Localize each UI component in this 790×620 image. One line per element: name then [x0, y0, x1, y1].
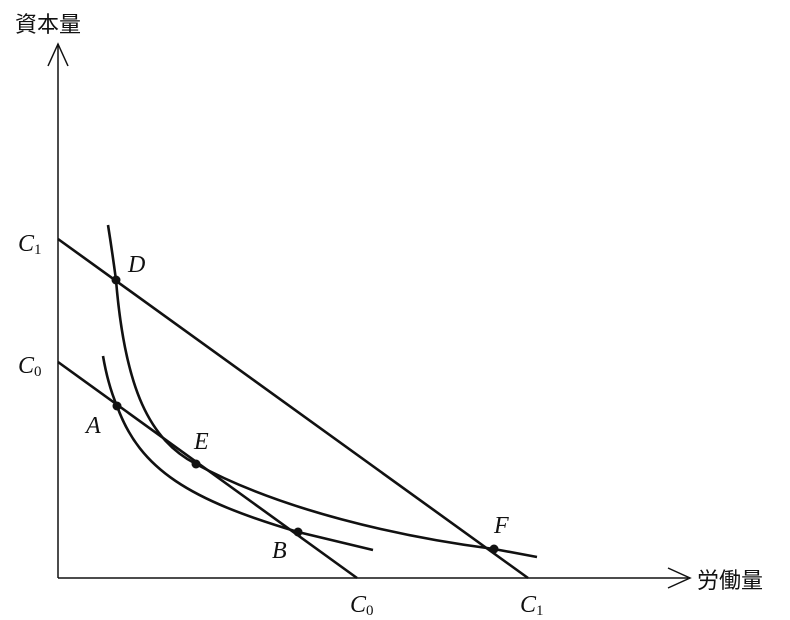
- y-arrow: [47, 42, 69, 67]
- point-f: [489, 544, 499, 554]
- cost-label: C0: [18, 353, 42, 380]
- point-e: [191, 459, 201, 469]
- point-label: E: [193, 429, 209, 455]
- cost-label: C1: [18, 231, 42, 258]
- cost-subscript: 1: [34, 242, 42, 258]
- y-axis-label: 資本量: [15, 13, 81, 38]
- cost-subscript: 1: [536, 603, 544, 619]
- cost-letter: C: [350, 592, 367, 618]
- cost-subscript: 0: [34, 364, 42, 380]
- x-axis-label: 労働量: [697, 569, 763, 594]
- isoquant-lower: [101, 355, 374, 552]
- point-a: [112, 401, 122, 411]
- point-label: A: [84, 413, 101, 439]
- point-label: F: [493, 513, 509, 539]
- point-d: [111, 275, 121, 285]
- cost-label: C1: [520, 592, 544, 619]
- cost-letter: C: [18, 231, 35, 257]
- isoquant-upper: [106, 224, 538, 559]
- isocost-c1: [57, 237, 529, 580]
- x-arrow: [667, 567, 692, 589]
- cost-subscript: 0: [366, 603, 374, 619]
- point-label: B: [272, 538, 287, 564]
- point-b: [293, 527, 303, 537]
- cost-letter: C: [520, 592, 537, 618]
- cost-letter: C: [18, 353, 35, 379]
- cost-label: C0: [350, 592, 374, 619]
- point-label: D: [127, 252, 145, 278]
